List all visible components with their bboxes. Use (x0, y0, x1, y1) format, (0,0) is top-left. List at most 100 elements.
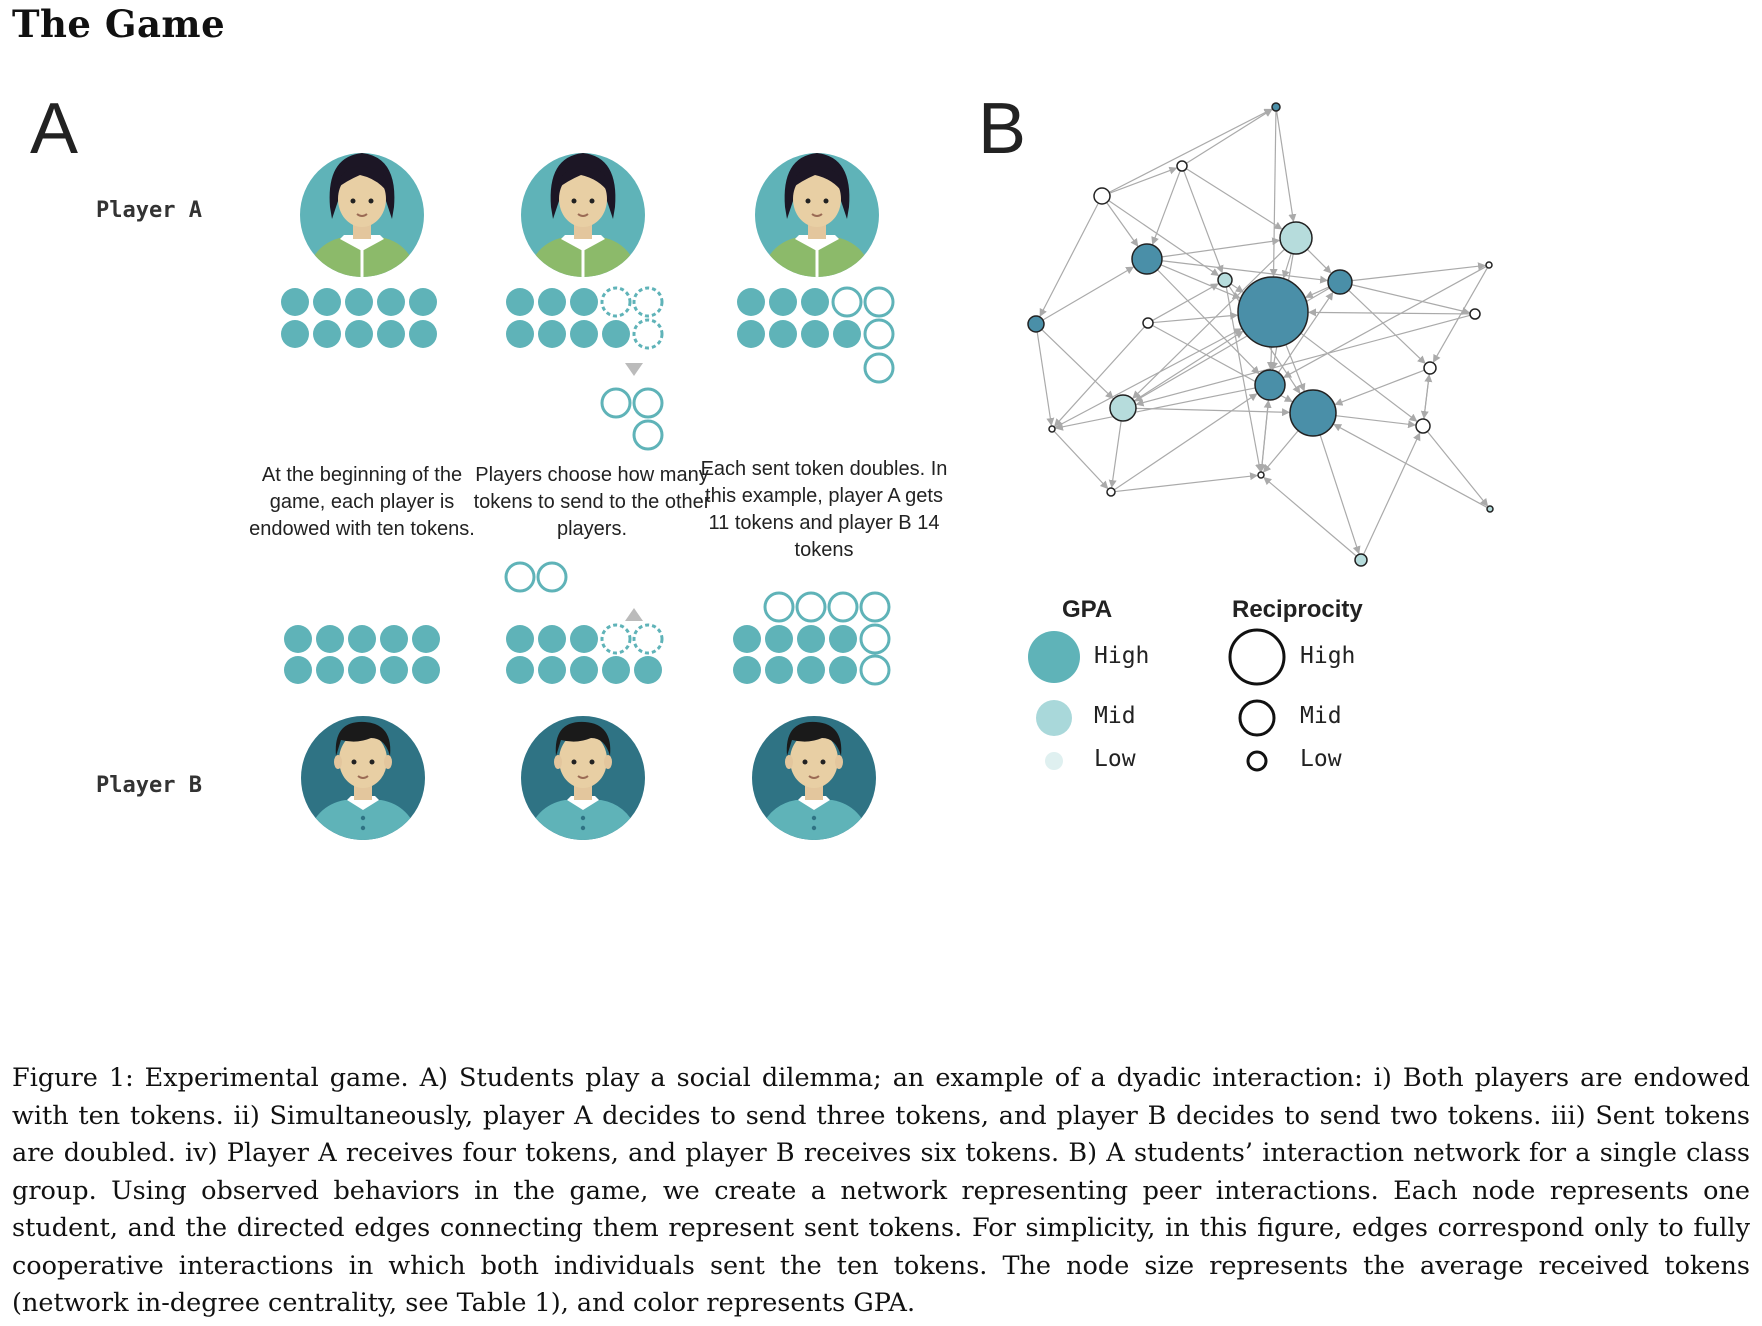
network-edge (1348, 289, 1426, 364)
token (506, 656, 534, 684)
legend-gpa-mid-swatch (1036, 700, 1072, 736)
network-edge (1283, 265, 1487, 378)
token (863, 318, 895, 350)
legend-reciprocity-high-label: High (1300, 643, 1356, 669)
network-edge (1262, 430, 1299, 473)
figure-caption: Figure 1: Experimental game. A) Students… (12, 1063, 1750, 1318)
network-nodes (1027, 102, 1494, 567)
network-node (1254, 369, 1286, 401)
network-edge (1276, 110, 1297, 223)
network-edge (1263, 476, 1357, 557)
network-node (1485, 261, 1493, 269)
token (632, 286, 664, 318)
token (632, 623, 664, 655)
token (737, 288, 765, 316)
network-edge (1319, 434, 1361, 555)
network-node (1109, 394, 1137, 422)
network-edge (1054, 387, 1256, 431)
network-node (1131, 243, 1163, 275)
token (281, 320, 309, 348)
token (859, 623, 891, 655)
network-edge (1362, 432, 1421, 555)
step-2-text: Players choose how many tokens to send t… (473, 464, 711, 540)
network-edge (1277, 291, 1334, 373)
token (538, 320, 566, 348)
network-edge (1109, 166, 1178, 194)
network-node (1217, 272, 1233, 288)
network-edge (1054, 326, 1146, 427)
legend-reciprocity-mid-label: Mid (1300, 703, 1342, 729)
token (795, 591, 827, 623)
token (345, 320, 373, 348)
network-edge (1225, 286, 1263, 473)
network-node (1289, 389, 1337, 437)
token-groups (281, 286, 895, 686)
token (409, 320, 437, 348)
token (833, 320, 861, 348)
legend-gpa-low-swatch (1045, 752, 1063, 770)
step-3-text: Each sent token doubles. In this example… (700, 458, 948, 561)
token (733, 656, 761, 684)
token (831, 286, 863, 318)
token (538, 625, 566, 653)
token (281, 288, 309, 316)
network-edge (1114, 472, 1259, 493)
network-edge (1054, 328, 1243, 429)
token (827, 591, 859, 623)
token (284, 656, 312, 684)
network-node (1415, 418, 1431, 434)
network-edge (1351, 262, 1487, 282)
network-node (1327, 269, 1353, 295)
legend-reciprocity-low-swatch (1246, 750, 1268, 772)
network-node (1354, 553, 1368, 567)
network-edge (1334, 369, 1425, 406)
network-node (1176, 160, 1188, 172)
token (801, 320, 829, 348)
network-node (1237, 276, 1309, 348)
token (409, 288, 437, 316)
panel-a-illustration (281, 80, 895, 1020)
token (632, 387, 664, 419)
token (600, 623, 632, 655)
token (765, 625, 793, 653)
network-edge (1152, 283, 1219, 322)
player-a-label: Player A (96, 198, 202, 223)
network-node (1048, 425, 1056, 433)
network-edge (1160, 264, 1241, 300)
legend-reciprocity-high-swatch (1228, 628, 1286, 686)
legend-reciprocity-mid-swatch (1238, 699, 1276, 737)
token (829, 625, 857, 653)
token (733, 625, 761, 653)
network-edge (1307, 308, 1471, 317)
network-edge (1269, 110, 1278, 278)
network-edge (1185, 109, 1273, 164)
token (600, 387, 632, 419)
network-edge (1108, 200, 1220, 277)
panel-b-letter: B (978, 89, 1027, 169)
token (380, 625, 408, 653)
network-edge (1133, 330, 1244, 402)
network-node (1469, 308, 1481, 320)
legend-gpa-high-label: High (1094, 643, 1150, 669)
step-1-text: At the beginning of the game, each playe… (249, 464, 475, 540)
token (632, 419, 664, 451)
network-edge (1041, 329, 1114, 399)
network-edge (1333, 423, 1488, 509)
token (769, 320, 797, 348)
network-edge (1036, 331, 1055, 427)
token (506, 288, 534, 316)
token (737, 320, 765, 348)
figure-1: A Player A Player B (0, 80, 1762, 1020)
network-node (1027, 315, 1045, 333)
network-edge (1281, 253, 1292, 279)
network-edge (1151, 170, 1181, 245)
token (797, 625, 825, 653)
token (538, 656, 566, 684)
network-edge (1053, 430, 1109, 490)
token (570, 320, 598, 348)
interaction-network (1027, 102, 1494, 772)
network-edge (1039, 202, 1099, 317)
network-node (1486, 505, 1494, 513)
legend-gpa-title: GPA (1062, 596, 1113, 623)
token (377, 288, 405, 316)
